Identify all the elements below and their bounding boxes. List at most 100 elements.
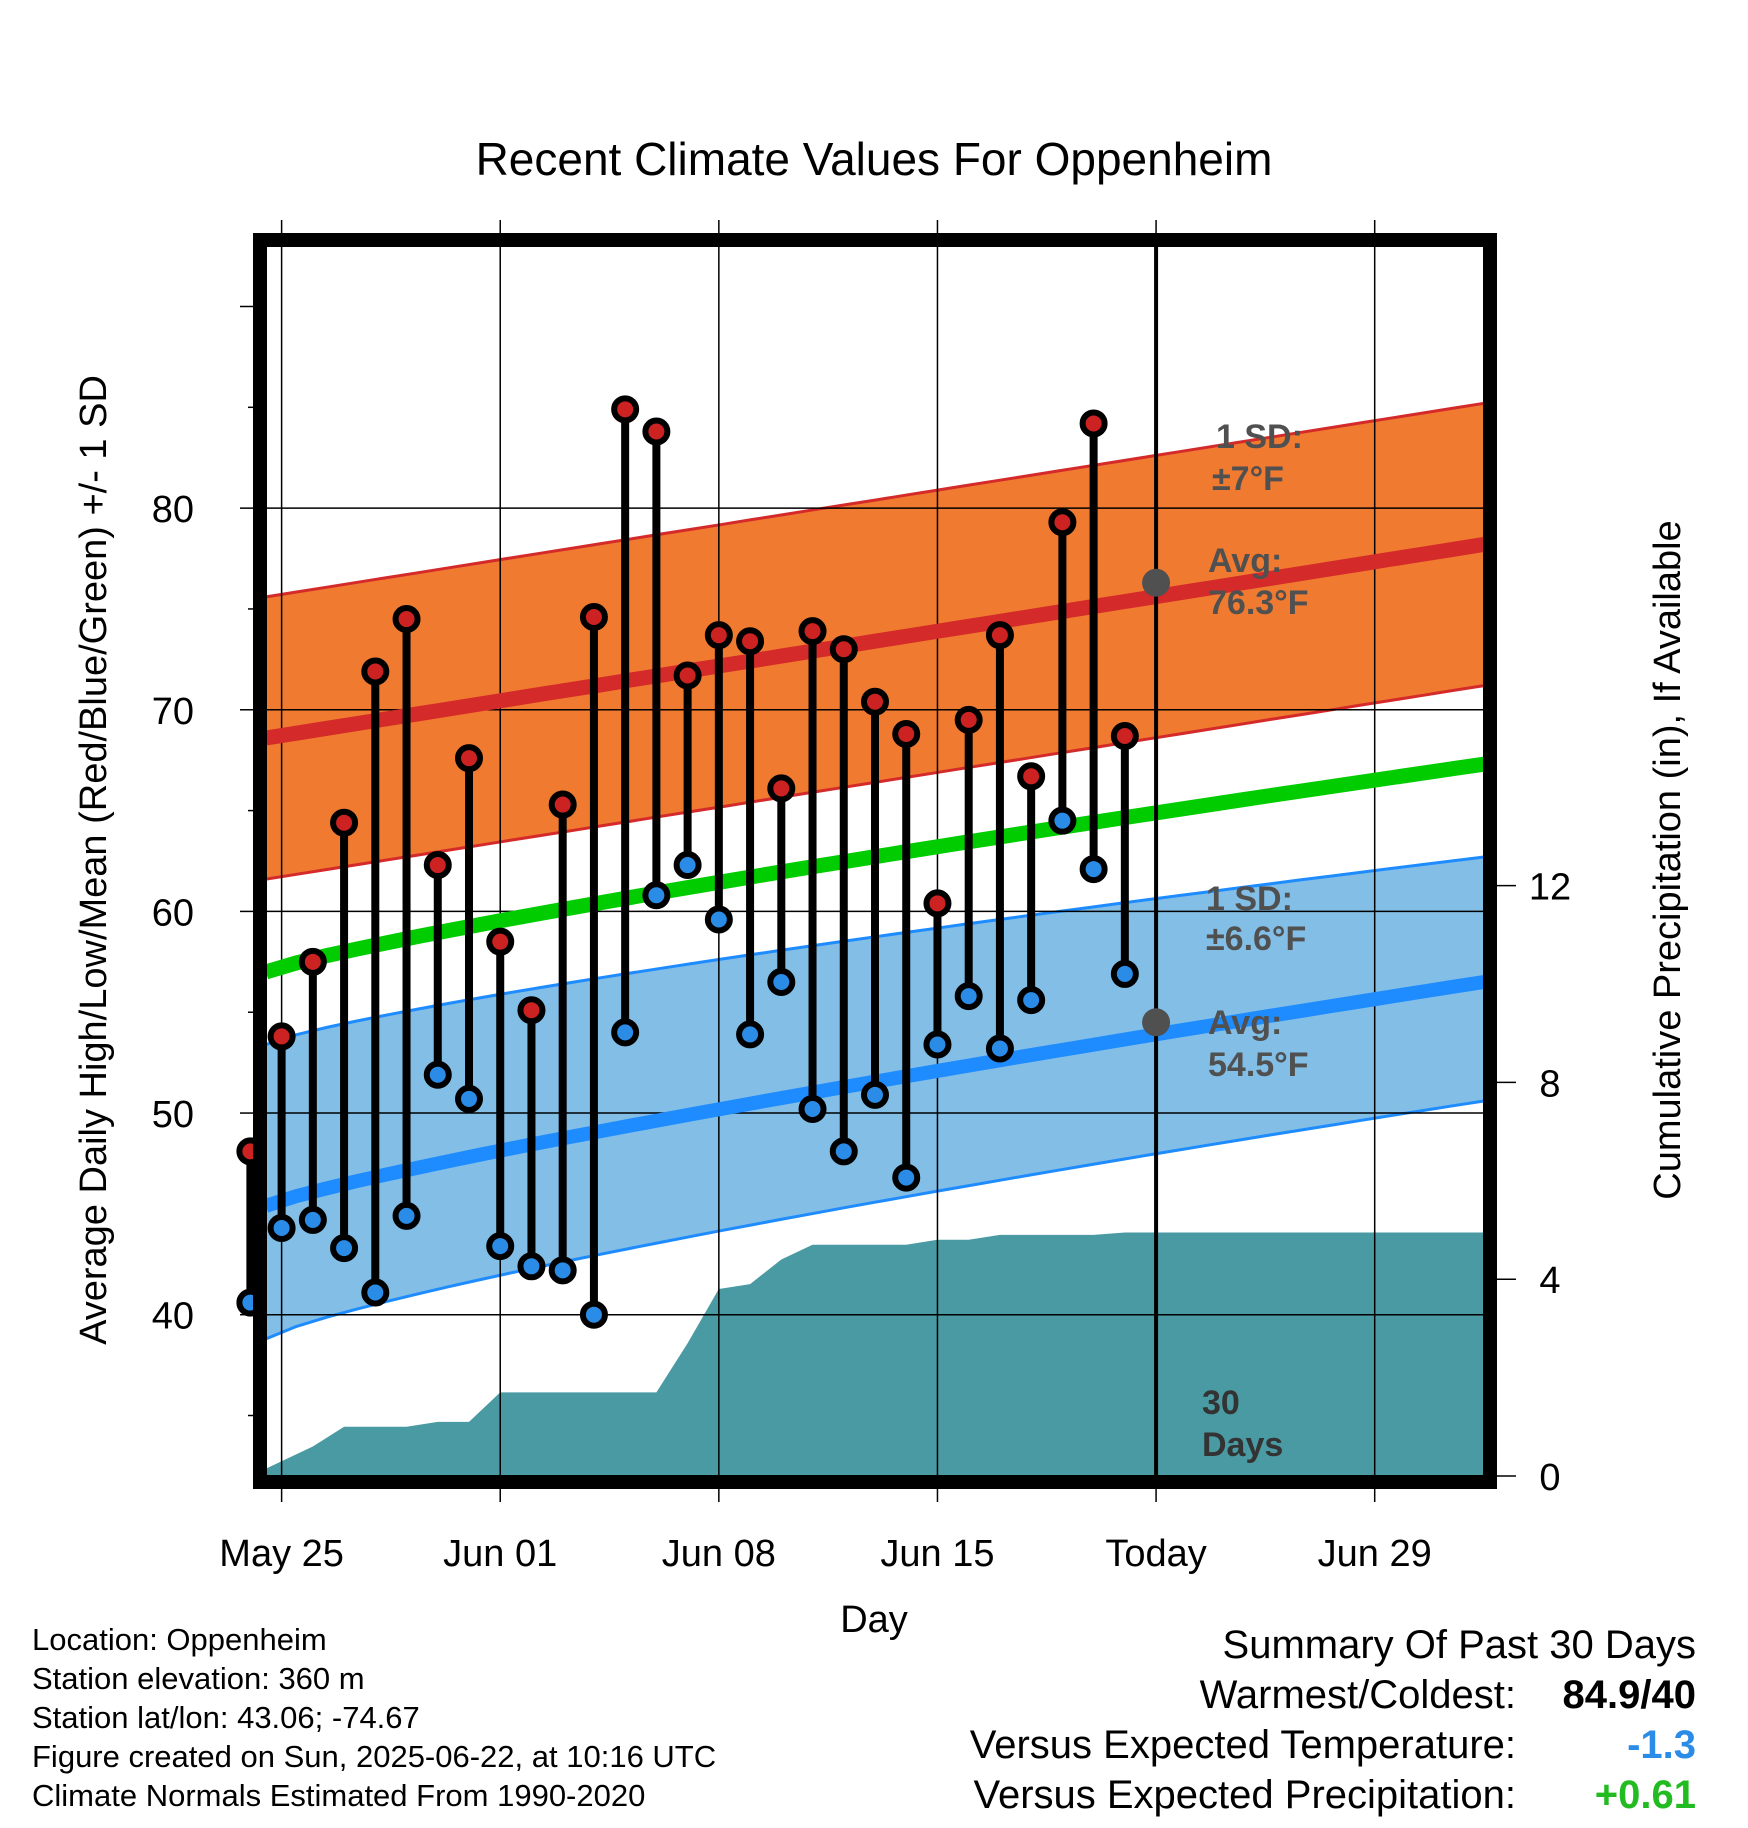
- y2-tick-label: 4: [1539, 1260, 1560, 1302]
- x-tick-label: Jun 01: [443, 1533, 557, 1575]
- daily-high-point: [861, 687, 889, 716]
- daily-high-point: [767, 774, 796, 803]
- daily-high-point: [486, 927, 515, 956]
- daily-low-point: [486, 1232, 515, 1261]
- low-avg-label: Avg:: [1208, 1004, 1282, 1042]
- daily-low-point: [985, 1034, 1014, 1063]
- summary-precip-label: Versus Expected Precipitation:: [973, 1773, 1516, 1817]
- daily-low-point: [892, 1163, 921, 1192]
- high-avg-label: Avg:: [1208, 542, 1282, 580]
- daily-low-point: [923, 1030, 952, 1059]
- daily-low-point: [1110, 959, 1139, 988]
- daily-high-point: [954, 705, 983, 734]
- daily-high-point: [923, 889, 952, 918]
- low-sd-value: ±6.6°F: [1206, 920, 1306, 958]
- daily-low-point: [579, 1300, 608, 1329]
- summary-precip-row: Versus Expected Precipitation: +0.61: [796, 1770, 1696, 1820]
- daily-high-point: [829, 635, 858, 664]
- daily-high-point: [704, 621, 733, 650]
- x-tick-label: Jun 29: [1318, 1533, 1432, 1575]
- today-avg-high-dot: [1142, 568, 1171, 597]
- daily-low-point: [767, 967, 796, 996]
- daily-low-point: [611, 1018, 640, 1047]
- low-avg-value: 54.5°F: [1208, 1046, 1309, 1084]
- days-word-label: Days: [1202, 1426, 1283, 1464]
- daily-high-point: [392, 605, 421, 634]
- summary-precip-value: +0.61: [1594, 1773, 1696, 1817]
- x-tick-label: Jun 08: [662, 1533, 776, 1575]
- daily-low-point: [954, 982, 983, 1011]
- daily-high-point: [548, 790, 577, 819]
- avg-high-line: [264, 536, 1486, 746]
- summary-warm-cold-label: Warmest/Coldest:: [1199, 1673, 1516, 1717]
- daily-low-point: [392, 1201, 421, 1230]
- summary-temp-value: -1.3: [1627, 1723, 1696, 1767]
- station-info: Location: Oppenheim Station elevation: 3…: [32, 1620, 716, 1815]
- daily-low-point: [829, 1137, 858, 1166]
- y2-tick-label: 0: [1539, 1457, 1560, 1499]
- daily-high-point: [985, 621, 1014, 650]
- precipitation-area: [266, 1232, 1484, 1476]
- y-tick-label: 80: [152, 489, 194, 531]
- daily-high-point: [423, 851, 452, 880]
- info-elevation: Station elevation: 360 m: [32, 1661, 365, 1696]
- y-tick-label: 70: [152, 691, 194, 733]
- daily-high-point: [330, 808, 359, 837]
- low-sd-lower-line: [265, 1099, 1485, 1341]
- summary-panel: Summary Of Past 30 Days Warmest/Coldest:…: [796, 1620, 1696, 1820]
- x-axis-label: Day: [840, 1599, 908, 1641]
- daily-low-point: [423, 1060, 452, 1089]
- daily-high-point: [517, 996, 546, 1025]
- x-tick-label: May 25: [219, 1533, 344, 1575]
- daily-high-point: [642, 417, 671, 446]
- high-avg-value: 76.3°F: [1208, 584, 1309, 622]
- daily-low-point: [361, 1278, 390, 1307]
- daily-low-point: [298, 1205, 327, 1234]
- info-location: Location: Oppenheim: [32, 1622, 327, 1657]
- y2-tick-label: 12: [1529, 867, 1571, 909]
- y-tick-label: 50: [152, 1094, 194, 1136]
- daily-low-point: [548, 1256, 577, 1285]
- daily-high-point: [673, 661, 702, 690]
- daily-high-point: [611, 395, 640, 424]
- daily-low-point: [798, 1095, 827, 1124]
- daily-low-point: [1048, 806, 1077, 835]
- daily-low-point: [642, 881, 671, 910]
- y-tick-label: 40: [152, 1296, 194, 1338]
- daily-low-point: [330, 1234, 359, 1263]
- daily-high-point: [361, 657, 390, 686]
- high-sd-value: ±7°F: [1212, 460, 1284, 498]
- daily-high-point: [1110, 721, 1139, 750]
- summary-temp-row: Versus Expected Temperature: -1.3: [796, 1720, 1696, 1770]
- high-sd-upper-line: [265, 401, 1485, 599]
- days-count-label: 30: [1202, 1384, 1240, 1422]
- daily-low-point: [517, 1252, 546, 1281]
- daily-high-point: [1048, 508, 1077, 537]
- daily-low-point: [861, 1080, 889, 1109]
- y-tick-label: 60: [152, 892, 194, 934]
- daily-high-point: [892, 719, 921, 748]
- daily-high-point: [298, 947, 327, 976]
- daily-low-point: [1017, 986, 1046, 1015]
- daily-high-point: [579, 603, 608, 632]
- info-latlon: Station lat/lon: 43.06; -74.67: [32, 1700, 420, 1735]
- daily-low-point: [673, 851, 702, 880]
- daily-high-point: [798, 617, 827, 646]
- info-created: Figure created on Sun, 2025-06-22, at 10…: [32, 1739, 717, 1774]
- daily-high-point: [455, 744, 483, 773]
- y-axis-label: Average Daily High/Low/Mean (Red/Blue/Gr…: [73, 375, 115, 1345]
- plot-frame: [253, 233, 1497, 1489]
- y2-axis-label: Cumulative Precipitation (in), If Availa…: [1647, 520, 1689, 1199]
- y2-tick-label: 8: [1539, 1063, 1560, 1105]
- today-avg-low-dot: [1142, 1008, 1171, 1037]
- low-sd-label: 1 SD:: [1206, 880, 1293, 918]
- daily-high-point: [1079, 409, 1108, 438]
- info-normals: Climate Normals Estimated From 1990-2020: [32, 1778, 646, 1813]
- summary-warm-cold-row: Warmest/Coldest: 84.9/40: [796, 1670, 1696, 1720]
- daily-low-point: [1079, 855, 1108, 884]
- high-sd-label: 1 SD:: [1216, 418, 1303, 456]
- x-tick-label: Jun 15: [880, 1533, 994, 1575]
- daily-low-point: [736, 1020, 765, 1049]
- summary-temp-label: Versus Expected Temperature:: [969, 1723, 1516, 1767]
